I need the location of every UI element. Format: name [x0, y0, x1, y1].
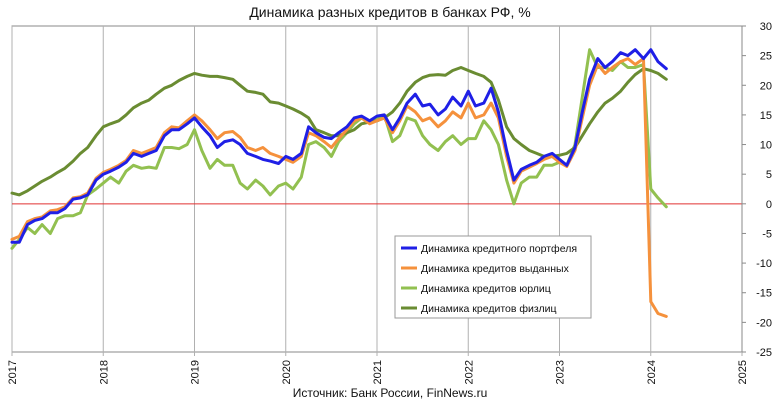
series-line-1 [10, 48, 668, 244]
x-tick-label: 2022 [463, 360, 475, 384]
legend-label: Динамика кредитного портфеля [421, 243, 577, 255]
y-tick-label: -15 [756, 288, 772, 300]
y-tick-label: -5 [762, 228, 772, 240]
x-tick-label: 2024 [646, 360, 658, 384]
x-tick-label: 2018 [98, 360, 110, 384]
y-tick-label: 15 [760, 110, 772, 122]
x-tick-label: 2020 [281, 360, 293, 384]
x-tick-label: 2025 [737, 360, 749, 384]
legend-label: Динамика кредитов юрлиц [421, 283, 551, 295]
x-tick-label: 2023 [555, 360, 567, 384]
legend: Динамика кредитного портфеля Динамика кре… [394, 235, 592, 319]
y-tick-label: -20 [756, 317, 772, 329]
legend-label: Динамика кредитов выданных [421, 263, 570, 275]
y-tick-label: 20 [760, 80, 772, 92]
legend-label: Динамика кредитов физлиц [421, 303, 557, 315]
x-tick-label: 2019 [190, 360, 202, 384]
chart-title: Динамика разных кредитов в банках РФ, % [249, 4, 531, 20]
chart-source: Источник: Банк России, FinNews.ru [292, 386, 488, 400]
y-tick-label: 30 [760, 21, 772, 33]
y-tick-label: 0 [766, 199, 772, 211]
y-tick-label: 5 [766, 169, 772, 181]
y-tick-label: -25 [756, 347, 772, 359]
axis-layer: 2017 2018 2019 2020 2021 2022 2023 2024 2025 30 25… [7, 21, 772, 384]
series-line-3 [10, 48, 668, 250]
x-tick-label: 2017 [7, 360, 19, 384]
y-tick-label: 10 [760, 140, 772, 152]
series-line-2 [10, 57, 668, 318]
y-tick-label: -10 [756, 258, 772, 270]
x-tick-label: 2021 [372, 360, 384, 384]
y-tick-label: 25 [760, 51, 772, 63]
legend-box [394, 235, 592, 319]
series-layer [10, 48, 668, 318]
